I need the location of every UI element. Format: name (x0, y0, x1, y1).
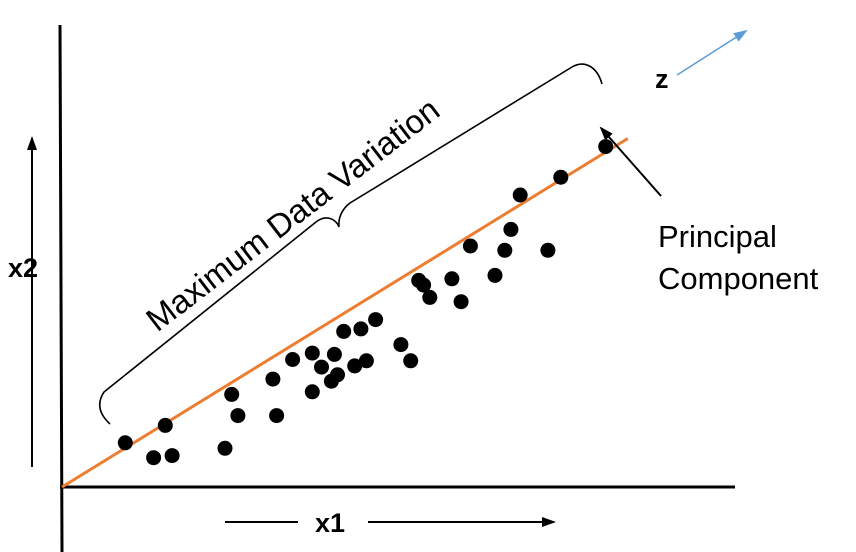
data-point (358, 353, 374, 369)
data-point (336, 323, 352, 339)
data-point (497, 242, 513, 258)
data-points (117, 139, 614, 466)
data-point (304, 345, 320, 361)
data-point (347, 358, 363, 374)
data-point (444, 271, 460, 287)
data-point (330, 367, 345, 383)
principal-component-line (61, 137, 629, 489)
data-point (368, 312, 384, 328)
z-direction-arrow (676, 29, 748, 76)
data-point (422, 289, 438, 305)
data-point (285, 352, 301, 367)
data-point (265, 371, 281, 387)
data-point (157, 417, 173, 433)
data-point (146, 450, 162, 466)
data-point (403, 353, 419, 369)
data-point (393, 337, 409, 353)
data-point (353, 321, 369, 337)
principal-component-label-line2: Component (658, 261, 819, 296)
z-direction-label: z (655, 64, 669, 94)
principal-component-pointer (599, 126, 662, 197)
y-axis-line (58, 24, 64, 552)
data-point (304, 384, 320, 400)
data-point (416, 277, 432, 293)
data-point (326, 346, 342, 362)
principal-component-label-line1: Principal (658, 219, 777, 254)
variation-brace (99, 63, 603, 425)
data-point (512, 187, 528, 203)
data-point (540, 242, 556, 258)
data-point (269, 408, 285, 424)
data-point (164, 448, 180, 464)
data-point (224, 386, 240, 402)
data-point (314, 359, 329, 375)
x-axis-label: x1 (315, 508, 346, 538)
data-point (503, 221, 519, 237)
data-point (217, 440, 233, 456)
data-point (598, 139, 614, 155)
data-point (117, 435, 133, 451)
data-point (553, 169, 569, 185)
y-axis-label: x2 (8, 253, 39, 283)
data-point (487, 267, 503, 283)
data-point (230, 408, 246, 424)
data-point (462, 238, 478, 254)
data-point (453, 294, 469, 310)
